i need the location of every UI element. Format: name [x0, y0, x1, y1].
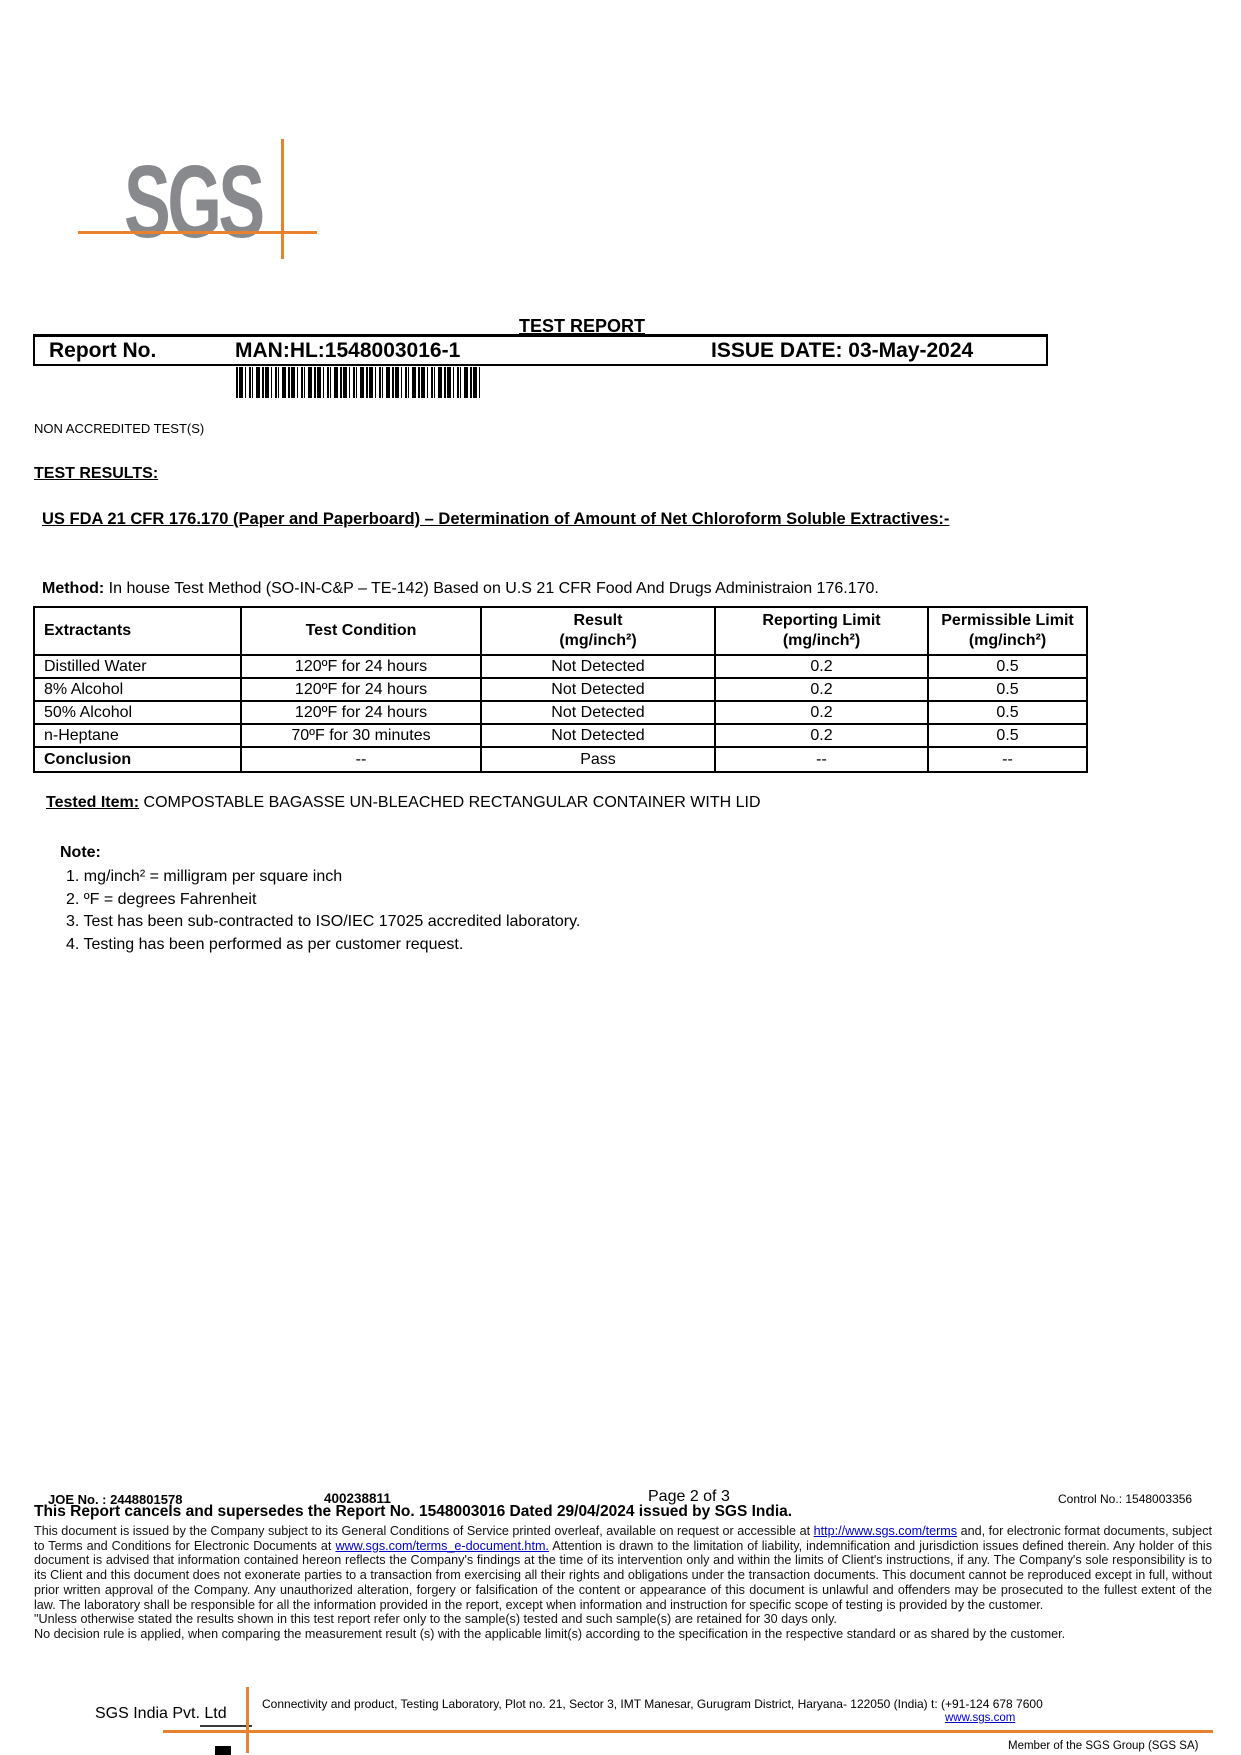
cell-extractant: n-Heptane: [33, 723, 242, 748]
legal-decision-rule-clause: No decision rule is applied, when compar…: [34, 1626, 1066, 1641]
col-header-reporting-limit: Reporting Limit (mg/inch²): [714, 606, 929, 656]
footer-horizontal-line: [163, 1730, 1213, 1733]
cell-condition: 120ºF for 24 hours: [240, 677, 482, 702]
conclusion-row: Conclusion -- Pass -- --: [33, 746, 1088, 773]
cell-permissible-limit: --: [927, 746, 1088, 773]
tested-item-value: COMPOSTABLE BAGASSE UN-BLEACHED RECTANGU…: [139, 794, 761, 811]
cell-reporting-limit: 0.2: [714, 654, 929, 679]
member-note: Member of the SGS Group (SGS SA): [1008, 1740, 1199, 1752]
tested-item-label: Tested Item:: [46, 794, 140, 811]
cell-permissible-limit: 0.5: [927, 700, 1088, 725]
cell-reporting-limit: --: [714, 746, 929, 773]
report-no-label: Report No.: [49, 339, 157, 362]
footer-vertical-line: [246, 1687, 249, 1753]
note-list: 1. mg/inch² = milligram per square inch …: [66, 866, 580, 956]
col-header-test-condition: Test Condition: [240, 606, 482, 656]
joe-number: JOE No. : 2448801578: [48, 1492, 183, 1507]
sgs-terms-link[interactable]: http://www.sgs.com/terms: [813, 1524, 958, 1538]
issue-date: ISSUE DATE: 03-May-2024: [711, 339, 974, 362]
logo-vertical-line: [281, 139, 284, 259]
cell-permissible-limit: 0.5: [927, 654, 1088, 679]
barcode: [236, 367, 482, 398]
cell-result: Not Detected: [480, 677, 716, 702]
tested-item-line: Tested Item: COMPOSTABLE BAGASSE UN-BLEA…: [46, 794, 761, 812]
note-item: 4. Testing has been performed as per cus…: [66, 935, 464, 953]
cell-extractant: 50% Alcohol: [33, 700, 242, 725]
sgs-logo-text: SGS: [124, 144, 265, 259]
legal-segment: and, for electronic format documents, su…: [34, 1524, 1213, 1553]
table-row: Distilled Water 120ºF for 24 hours Not D…: [33, 654, 1088, 679]
note-item: 2. ºF = degrees Fahrenheit: [66, 890, 257, 908]
cell-permissible-limit: 0.5: [927, 677, 1088, 702]
col-header-permissible-limit: Permissible Limit (mg/inch²): [927, 606, 1088, 656]
cell-reporting-limit: 0.2: [714, 677, 929, 702]
logo-horizontal-line: [78, 231, 317, 234]
sgs-edocument-link[interactable]: www.sgs.com/terms_e-document.htm.: [335, 1538, 549, 1553]
standard-title: US FDA 21 CFR 176.170 (Paper and Paperbo…: [42, 510, 950, 528]
col-header-result: Result (mg/inch²): [480, 606, 716, 656]
control-number: Control No.: 1548003356: [1058, 1492, 1193, 1506]
company-underline: [200, 1725, 252, 1727]
table-header-row: Extractants Test Condition Result (mg/inc…: [33, 606, 1088, 656]
report-no-value: MAN:HL:1548003016-1: [235, 339, 461, 362]
legal-samples-clause: "Unless otherwise stated the results sho…: [34, 1612, 837, 1627]
note-item: 1. mg/inch² = milligram per square inch: [66, 868, 343, 885]
cell-permissible-limit: 0.5: [927, 723, 1088, 748]
note-item: 3. Test has been sub-contracted to ISO/I…: [66, 913, 581, 930]
note-heading: Note:: [60, 844, 101, 861]
method-line: Method: In house Test Method (SO-IN-C&P …: [42, 580, 1042, 598]
table-row: n-Heptane 70ºF for 30 minutes Not Detect…: [33, 723, 1088, 748]
cell-extractant: 8% Alcohol: [33, 677, 242, 702]
method-label: Method:: [42, 580, 105, 597]
document-title: TEST REPORT: [519, 316, 646, 336]
non-accredited-note: NON ACCREDITED TEST(S): [34, 421, 205, 436]
legal-segment: Attention is drawn to the limitation of …: [34, 1538, 1212, 1612]
reference-number: 400238811: [324, 1491, 391, 1506]
col-header-extractants: Extractants: [33, 606, 242, 656]
test-results-heading: TEST RESULTS:: [34, 465, 159, 482]
table-row: 8% Alcohol 120ºF for 24 hours Not Detect…: [33, 677, 1088, 702]
supersede-note: This Report cancels and supersedes the R…: [34, 1503, 793, 1520]
cell-extractant: Distilled Water: [33, 654, 242, 679]
cell-reporting-limit: 0.2: [714, 700, 929, 725]
table-row: 50% Alcohol 120ºF for 24 hours Not Detec…: [33, 700, 1088, 725]
cell-condition: 120ºF for 24 hours: [240, 700, 482, 725]
sgs-website-link[interactable]: www.sgs.com: [945, 1712, 1016, 1724]
cell-conclusion-result: Pass: [480, 746, 716, 773]
report-header-box: Report No. MAN:HL:1548003016-1 ISSUE DAT…: [33, 334, 1048, 366]
company-name: SGS India Pvt. Ltd: [95, 1705, 227, 1722]
cell-condition: --: [240, 746, 482, 773]
cell-result: Not Detected: [480, 654, 716, 679]
cell-reporting-limit: 0.2: [714, 723, 929, 748]
page-edge-mark: [215, 1746, 231, 1755]
method-text: In house Test Method (SO-IN-C&P – TE-142…: [104, 580, 879, 597]
results-table: Extractants Test Condition Result (mg/inc…: [33, 606, 1088, 773]
cell-conclusion-label: Conclusion: [33, 746, 242, 773]
cell-result: Not Detected: [480, 723, 716, 748]
cell-condition: 70ºF for 30 minutes: [240, 723, 482, 748]
legal-segment: This document is issued by the Company s…: [34, 1524, 814, 1538]
legal-text: This document is issued by the Company s…: [34, 1524, 1212, 1642]
page-number: Page 2 of 3: [648, 1488, 730, 1505]
lab-address: Connectivity and product, Testing Labora…: [262, 1697, 1043, 1711]
cell-result: Not Detected: [480, 700, 716, 725]
cell-condition: 120ºF for 24 hours: [240, 654, 482, 679]
